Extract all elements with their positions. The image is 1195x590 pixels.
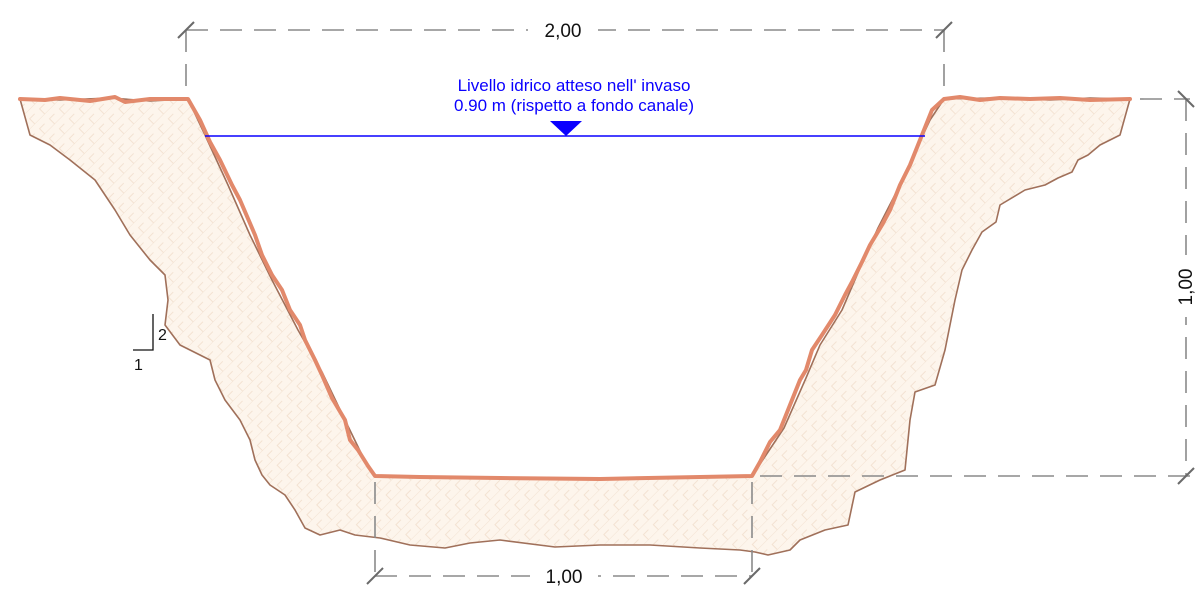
bottom-width-label: 1,00 [546, 567, 583, 588]
bottom-width-dimension: 1,00 [366, 482, 761, 590]
slope-run-label: 1 [134, 357, 143, 374]
water-level-label-line2: 0.90 m (rispetto a fondo canale) [454, 96, 694, 115]
top-width-dimension: 2,00 [177, 16, 953, 92]
depth-label: 1,00 [1176, 269, 1195, 306]
depth-dimension: 1,00 [760, 90, 1195, 485]
water-level-marker-icon [550, 121, 582, 136]
channel-surface-line [18, 95, 1132, 481]
ground-section [19, 97, 1131, 556]
slope-rise-label: 2 [158, 327, 167, 344]
slope-indicator: 2 1 [133, 314, 167, 374]
water-level-label-line1: Livello idrico atteso nell' invaso [458, 76, 691, 95]
top-width-label: 2,00 [545, 21, 582, 42]
